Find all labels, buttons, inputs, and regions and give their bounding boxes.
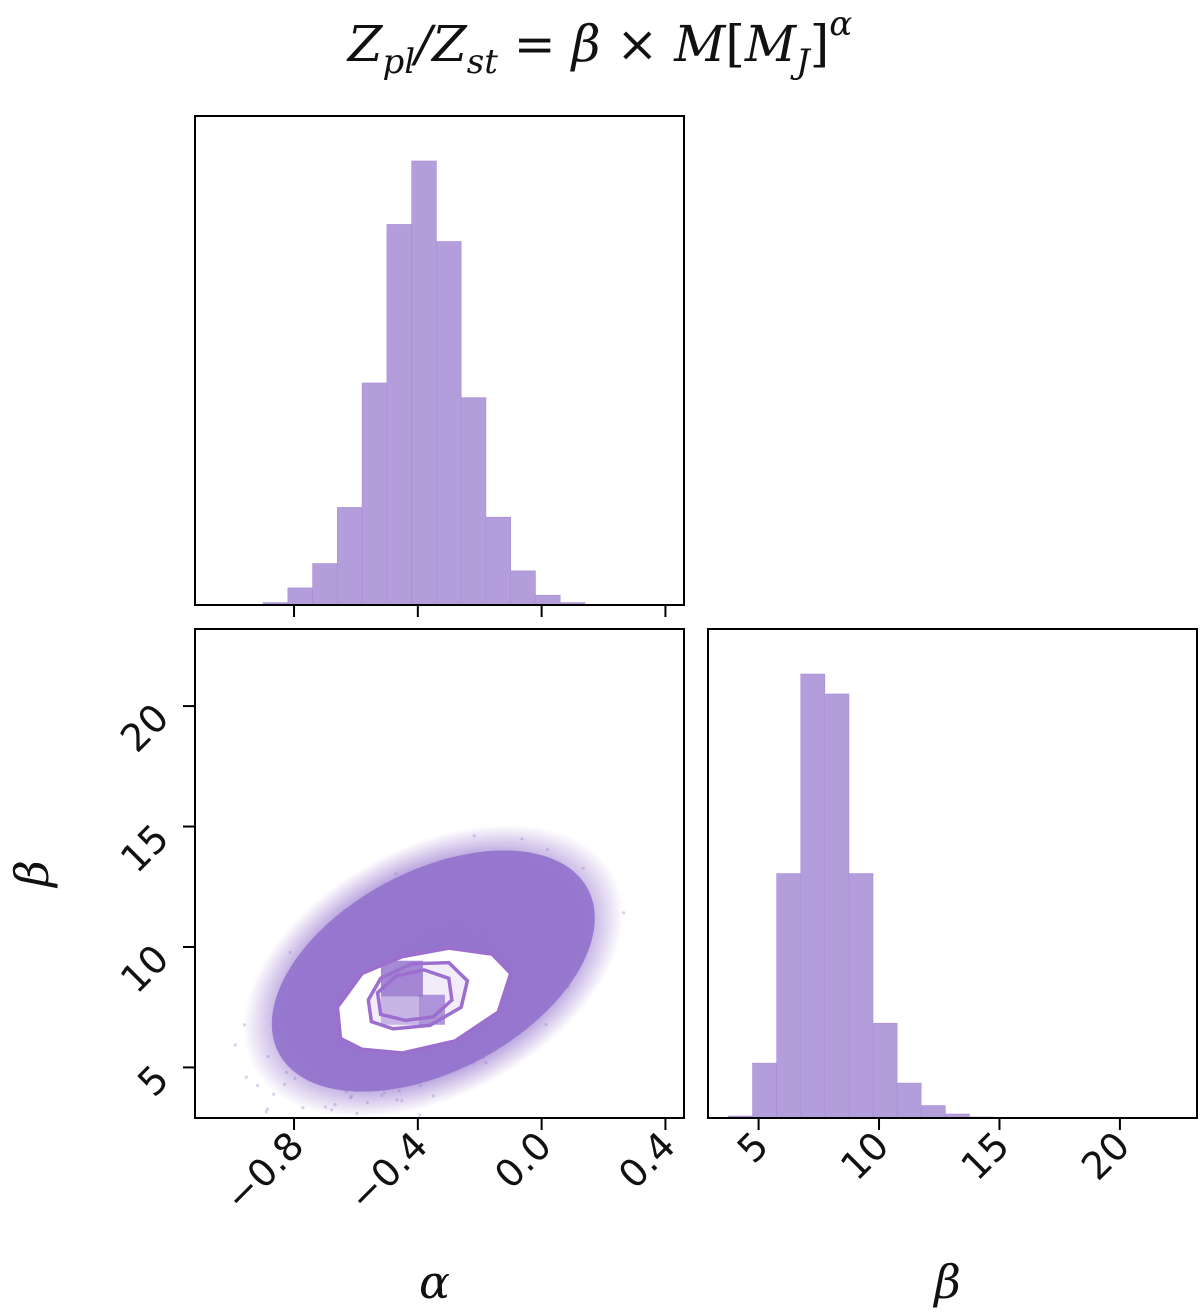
beta-histogram-bar bbox=[800, 673, 826, 1119]
alpha-histogram-bar bbox=[535, 594, 561, 606]
alpha-histogram-panel bbox=[194, 115, 685, 617]
title-times: × bbox=[600, 15, 675, 73]
alpha-axis-label: α bbox=[419, 1255, 450, 1309]
title-beta: β bbox=[571, 15, 601, 73]
beta-tick-label: 15 bbox=[112, 816, 177, 881]
title-equals: = bbox=[497, 15, 572, 73]
alpha-histogram-bar bbox=[386, 224, 412, 606]
beta-tick-label: 5 bbox=[129, 1057, 177, 1105]
title-m: M bbox=[674, 15, 726, 73]
alpha-histogram-bar bbox=[337, 507, 363, 606]
scatter-point bbox=[418, 1113, 422, 1117]
alpha-tick-label: −0.4 bbox=[340, 1123, 436, 1219]
alpha-histogram-bar bbox=[287, 587, 313, 606]
alpha-histogram-bar bbox=[436, 241, 462, 606]
alpha-histogram-bar bbox=[485, 516, 511, 606]
beta-histogram-tick-label: 10 bbox=[832, 1123, 897, 1188]
alpha-histogram-frame bbox=[194, 115, 685, 606]
title-bracket-close: ] bbox=[809, 15, 830, 73]
beta-histogram-panel: 5 10 15 20 bbox=[707, 628, 1198, 1189]
beta-histogram-bar bbox=[920, 1105, 946, 1119]
scatter-point bbox=[256, 1083, 260, 1088]
beta-histogram-tick-label: 15 bbox=[953, 1123, 1018, 1188]
scatter-point bbox=[209, 1137, 212, 1140]
scatter-point bbox=[265, 1107, 270, 1111]
beta-histogram-tick-label: 20 bbox=[1073, 1123, 1138, 1188]
contour-line-outer bbox=[335, 946, 513, 1055]
density-block bbox=[380, 960, 423, 997]
scatter-point bbox=[264, 1110, 268, 1114]
title-mj-subscript: J bbox=[796, 42, 810, 82]
beta-tick-label: 20 bbox=[112, 695, 177, 760]
joint-frame bbox=[194, 628, 685, 1119]
beta-histogram-frame bbox=[707, 628, 1198, 1119]
beta-histogram-bar bbox=[776, 873, 802, 1119]
title-slash: / bbox=[415, 15, 433, 73]
beta-histogram-tick-label: 5 bbox=[729, 1123, 777, 1171]
scatter-point bbox=[391, 1130, 394, 1133]
title-z-st: Z bbox=[432, 15, 467, 73]
alpha-beta-joint-panel: −0.8 −0.4 0.0 0.4 5 10 15 20 bbox=[112, 628, 685, 1220]
title-mj: M bbox=[744, 15, 797, 73]
alpha-histogram-bar bbox=[510, 570, 536, 606]
beta-axis-label-x: β bbox=[932, 1255, 961, 1309]
title-bracket-open: [ bbox=[725, 15, 745, 73]
beta-histogram-bar bbox=[872, 1022, 898, 1119]
beta-histogram-bar bbox=[848, 873, 874, 1119]
alpha-histogram-bar bbox=[312, 563, 338, 606]
beta-tick-label: 10 bbox=[112, 936, 177, 1001]
beta-histogram-bar bbox=[752, 1062, 777, 1119]
title-z-pl: Z bbox=[347, 15, 383, 73]
contour-line-middle bbox=[366, 960, 470, 1031]
alpha-tick-label: 0.0 bbox=[486, 1123, 560, 1197]
scatter-point bbox=[272, 1092, 276, 1096]
alpha-histogram-bar bbox=[411, 160, 437, 606]
scatter-point bbox=[244, 1075, 248, 1079]
beta-axis-label-y: β bbox=[5, 860, 59, 889]
axis-labels: α β β bbox=[5, 860, 961, 1309]
scatter-point bbox=[233, 1043, 237, 1047]
title-z-st-subscript: st bbox=[466, 42, 498, 82]
contour-line-inner bbox=[375, 968, 454, 1023]
alpha-histogram-bar bbox=[361, 382, 388, 606]
alpha-tick-label: 0.4 bbox=[610, 1123, 684, 1197]
title-alpha-exponent: α bbox=[829, 4, 853, 44]
chart-title: Zpl/Zst = β × M[MJ]α bbox=[0, 4, 1200, 82]
beta-histogram-bar bbox=[896, 1082, 922, 1119]
beta-histogram-bar bbox=[824, 693, 850, 1119]
title-z-pl-subscript: pl bbox=[382, 42, 416, 82]
alpha-tick-label: −0.8 bbox=[216, 1123, 312, 1219]
joint-plot-area bbox=[187, 824, 626, 1140]
alpha-histogram-bar bbox=[460, 397, 487, 606]
scatter-point bbox=[187, 1084, 190, 1087]
